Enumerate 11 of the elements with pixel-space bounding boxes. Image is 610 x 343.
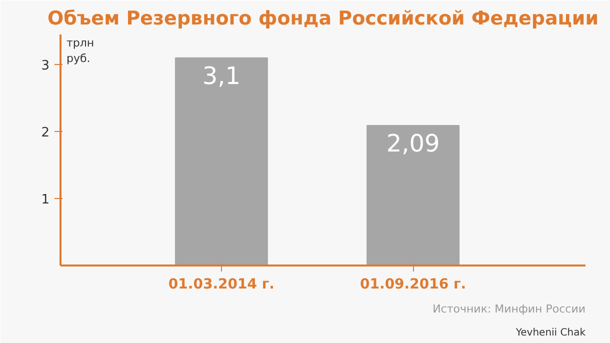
y-tick-label: 1 xyxy=(41,192,50,208)
y-tick-label: 3 xyxy=(41,58,50,74)
text: Yevhenii Chak xyxy=(514,328,586,338)
x-tick-label: 01.09.2016 г. xyxy=(360,276,466,292)
chart-title: Объем Резервного фонда Российской Федерации xyxy=(47,8,599,30)
data-label: 2,09 xyxy=(386,130,440,158)
y-tick-label: 2 xyxy=(41,126,50,141)
y-axis-title: трлн руб. xyxy=(66,36,94,66)
text: Источник: Минфин России xyxy=(432,302,586,316)
data-label: 3,1 xyxy=(202,62,241,90)
x-tick-label: 01.03.2014 г. xyxy=(168,276,274,292)
